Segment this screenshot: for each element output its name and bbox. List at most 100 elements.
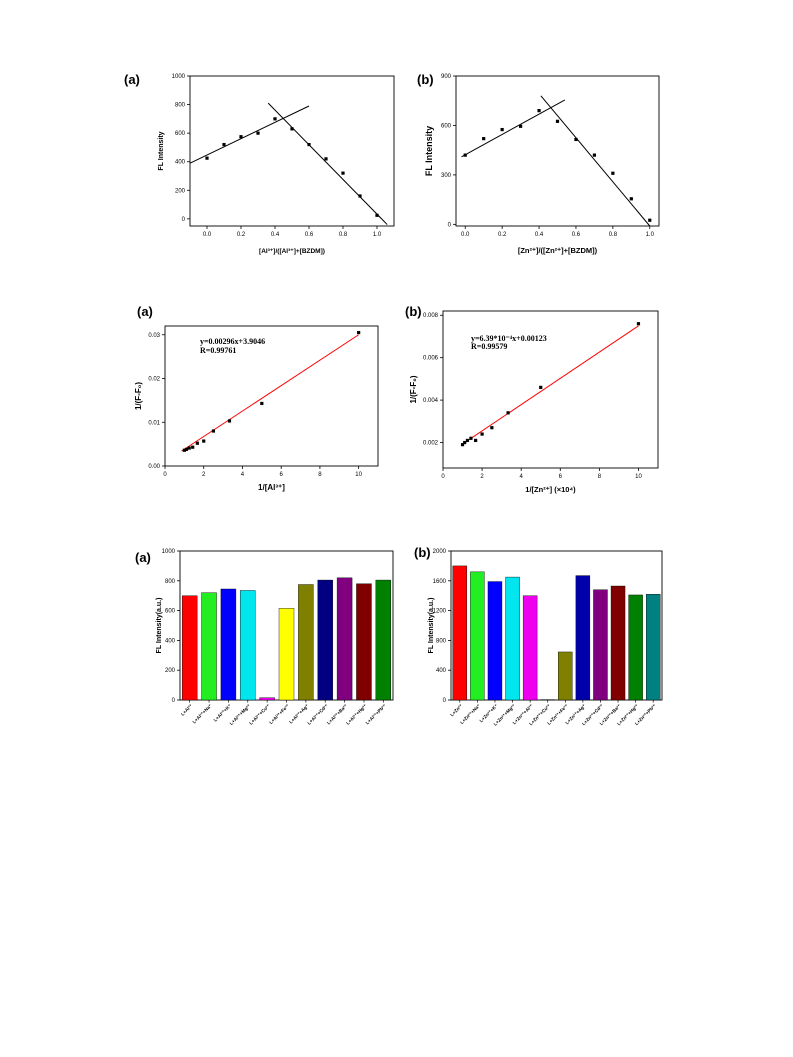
data-point — [358, 194, 362, 198]
category-label: L+Zn²⁺ — [449, 703, 464, 718]
x-tick-label: 0.6 — [572, 232, 581, 238]
y-tick-label: 0.008 — [423, 313, 439, 319]
data-point — [629, 197, 633, 201]
bar — [240, 590, 256, 701]
y-tick-label: 0 — [172, 698, 176, 704]
chart-c4: (b) 1/(F-F₀) 0 2 4 6 8 10 0.002 0.004 0.006 0.008 1/… — [405, 304, 659, 494]
data-point — [290, 127, 294, 131]
data-point — [239, 135, 243, 139]
fit-r-value: R=0.99579 — [471, 342, 507, 351]
y-tick-label: 0.004 — [423, 398, 439, 404]
fit-line — [181, 334, 359, 452]
data-point — [202, 439, 206, 443]
data-point — [482, 137, 486, 141]
y-tick-label: 1000 — [172, 74, 186, 80]
y-tick-label: 200 — [165, 668, 176, 674]
chart-c3: (a) 1/(F-F₀) 0 2 4 6 8 10 0.00 0.01 0.02 0.03 1/[Al³… — [134, 304, 379, 492]
data-point — [490, 426, 494, 430]
y-tick-label: 400 — [175, 160, 186, 166]
y-tick-label: 400 — [165, 638, 176, 644]
panel-label: (b) — [405, 304, 422, 319]
data-point — [256, 131, 260, 135]
bar — [558, 651, 573, 701]
bar — [278, 608, 295, 701]
data-point — [648, 218, 652, 222]
bar — [181, 595, 198, 701]
data-point — [182, 448, 186, 452]
bar — [298, 584, 314, 701]
bar — [452, 565, 467, 701]
x-axis-label: [Zn²⁺]/([Zn²⁺]+[BZDM]) — [518, 246, 598, 255]
data-point — [463, 153, 467, 157]
y-tick-label: 0.002 — [423, 441, 439, 447]
panel-label: (a) — [137, 304, 153, 319]
category-label: L+Al³⁺+Pb²⁺ — [365, 703, 388, 726]
data-point — [191, 445, 195, 449]
panel-label: (b) — [414, 545, 431, 560]
x-tick-label: 10 — [355, 472, 362, 478]
y-tick-label: 1000 — [162, 549, 176, 555]
data-point — [187, 446, 191, 450]
data-point — [211, 429, 216, 433]
panel-label: (b) — [417, 72, 434, 87]
bar — [336, 577, 353, 701]
data-point — [357, 330, 361, 335]
y-tick-label: 800 — [436, 638, 447, 644]
y-tick-label: 1600 — [433, 579, 447, 585]
y-tick-label: 0.00 — [148, 464, 160, 470]
bar — [259, 697, 275, 701]
y-tick-label: 0.03 — [148, 333, 160, 339]
x-tick-label: 0.6 — [305, 232, 314, 238]
x-tick-label: 10 — [635, 474, 642, 480]
data-point — [555, 119, 560, 123]
data-point — [537, 109, 541, 113]
y-tick-label: 2000 — [433, 549, 447, 555]
x-tick-label: 6 — [280, 472, 284, 478]
data-point — [273, 117, 277, 121]
bar — [201, 592, 217, 701]
data-point — [518, 124, 523, 128]
category-label: L+Al³⁺+Na⁺ — [192, 703, 214, 725]
bar — [220, 588, 237, 701]
data-point — [574, 137, 578, 142]
bar — [505, 576, 520, 701]
x-tick-label: 0.4 — [271, 232, 280, 238]
x-tick-label: 0.2 — [498, 232, 507, 238]
x-tick-label: 1.0 — [646, 232, 655, 238]
chart-c1: (a) FL Intensity 0.0 0.2 0.4 0.6 0.8 1.0 0 200 400… — [124, 72, 395, 255]
bar — [317, 579, 333, 701]
bar — [522, 595, 538, 701]
data-point — [307, 142, 311, 147]
y-axis-label: FL Intensity — [158, 131, 165, 170]
data-point — [480, 432, 484, 436]
plot-frame — [455, 75, 660, 227]
x-tick-label: 2 — [202, 472, 206, 478]
panel-label: (a) — [124, 72, 140, 87]
category-label: L+Al³⁺+K⁺ — [213, 703, 233, 723]
data-point — [539, 385, 543, 389]
y-axis-label: FL Intensity — [424, 126, 434, 176]
data-point — [500, 127, 504, 132]
chart-c2: (b) FL Intensity 0.0 0.2 0.4 0.6 0.8 1.0 0 300 600… — [417, 72, 660, 255]
x-tick-label: 8 — [598, 474, 602, 480]
y-tick-label: 600 — [441, 123, 452, 129]
x-axis-label: [Al³⁺]/([Al³⁺]+[BZDM]) — [259, 248, 325, 255]
y-tick-label: 300 — [441, 173, 452, 179]
data-point — [375, 213, 379, 217]
fit-equation: y=6.39*10⁻⁴x+0.00123 — [471, 334, 547, 343]
data-point — [474, 438, 478, 443]
chart-c6: (b) FL Intensity(a.u.) 0 400 800 1200 1600 2000… — [414, 545, 663, 727]
y-axis-label: 1/(F-F₀) — [409, 375, 418, 403]
data-point — [463, 440, 467, 445]
data-point — [460, 443, 465, 447]
data-point — [341, 171, 345, 175]
y-tick-label: 800 — [165, 579, 176, 585]
bar — [470, 571, 485, 701]
bar — [375, 579, 392, 701]
y-tick-label: 600 — [175, 131, 186, 137]
data-point — [260, 401, 264, 406]
plot-frame — [442, 310, 659, 469]
y-tick-label: 0.01 — [148, 420, 160, 426]
y-tick-label: 0.006 — [423, 356, 439, 362]
